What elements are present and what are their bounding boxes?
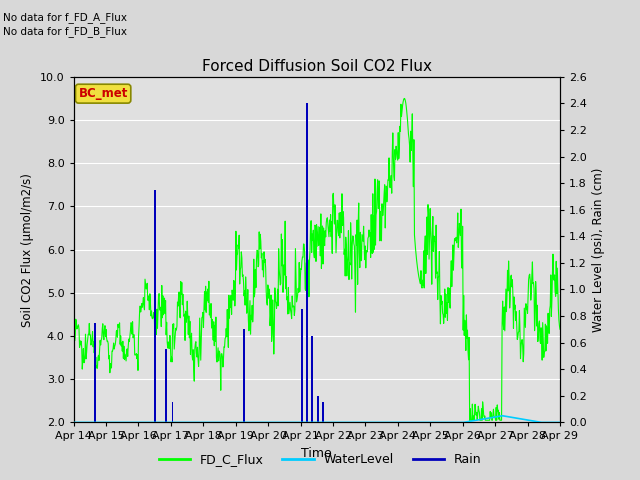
- Bar: [317, 396, 319, 422]
- Y-axis label: Soil CO2 Flux (μmol/m2/s): Soil CO2 Flux (μmol/m2/s): [21, 173, 35, 326]
- Bar: [311, 336, 313, 422]
- Y-axis label: Water Level (psi), Rain (cm): Water Level (psi), Rain (cm): [593, 168, 605, 332]
- Text: No data for f_FD_B_Flux: No data for f_FD_B_Flux: [3, 26, 127, 37]
- Title: Forced Diffusion Soil CO2 Flux: Forced Diffusion Soil CO2 Flux: [202, 59, 432, 74]
- Bar: [323, 402, 324, 422]
- Bar: [93, 323, 95, 422]
- Bar: [172, 402, 173, 422]
- Text: No data for f_FD_A_Flux: No data for f_FD_A_Flux: [3, 12, 127, 23]
- Text: BC_met: BC_met: [79, 87, 128, 100]
- Bar: [301, 310, 303, 422]
- X-axis label: Time: Time: [301, 447, 332, 460]
- Bar: [154, 190, 156, 422]
- Bar: [243, 329, 245, 422]
- Legend: FD_C_Flux, WaterLevel, Rain: FD_C_Flux, WaterLevel, Rain: [154, 448, 486, 471]
- Bar: [306, 103, 308, 422]
- Bar: [165, 349, 167, 422]
